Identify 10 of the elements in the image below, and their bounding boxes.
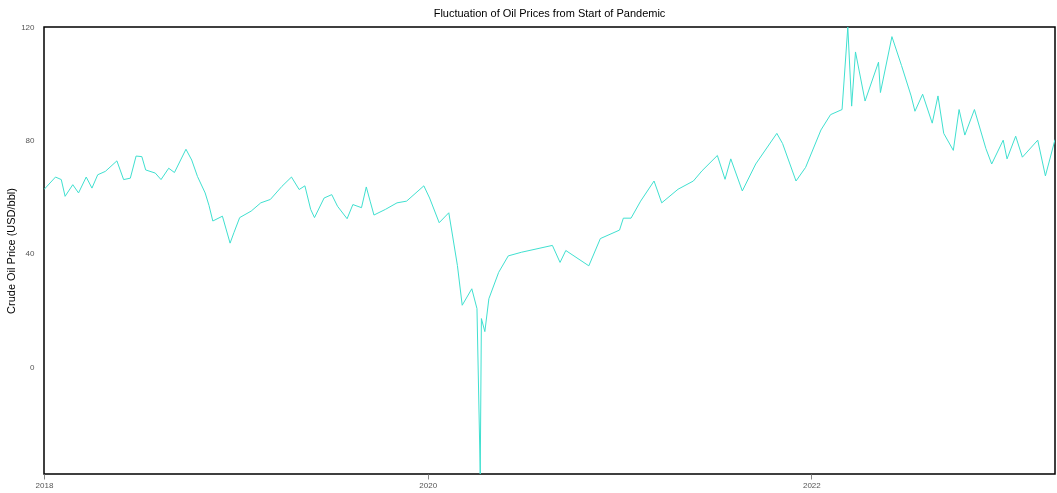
chart-title: Fluctuation of Oil Prices from Start of Pandemic: [433, 7, 666, 19]
line-series: [44, 27, 1055, 474]
x-tick-label: 2022: [802, 480, 822, 490]
y-tick-label: 0: [30, 362, 36, 372]
y-axis-title: Crude Oil Price (USD/bbl): [5, 188, 18, 314]
y-tick-label: 80: [25, 135, 36, 145]
x-tick-label: 2020: [419, 480, 438, 490]
y-tick-label: 40: [25, 249, 36, 259]
y-tick-label: 120: [21, 22, 36, 32]
x-tick-label: 2018: [35, 480, 54, 490]
